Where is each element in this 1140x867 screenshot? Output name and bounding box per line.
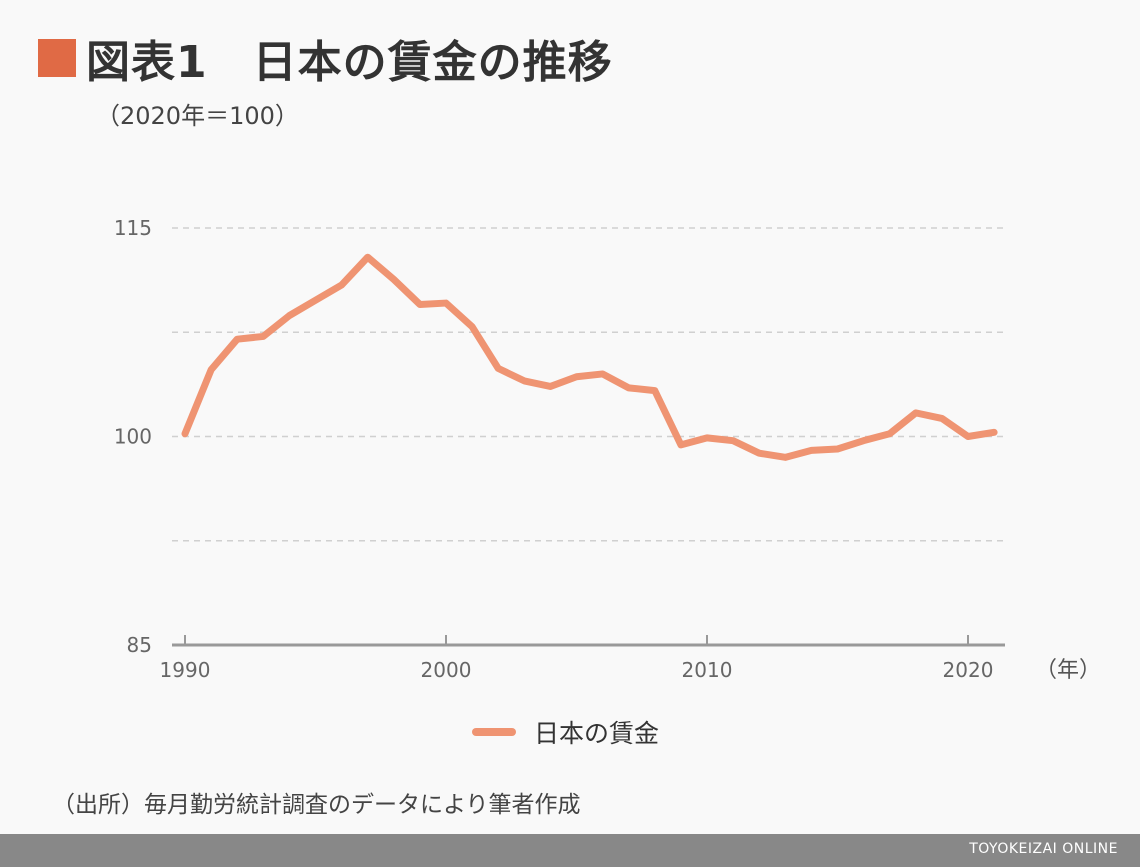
legend: 日本の賃金 [472, 714, 659, 750]
y-tick-label: 100 [114, 425, 152, 449]
footer-bar: TOYOKEIZAI ONLINE [0, 834, 1140, 867]
series-line-wages [181, 253, 998, 461]
x-tick-label: 2010 [682, 658, 733, 682]
legend-swatch [472, 728, 516, 736]
legend-label: 日本の賃金 [534, 719, 660, 748]
y-tick-label: 85 [127, 633, 152, 657]
source-note: （出所）毎月勤労統計調査のデータにより筆者作成 [52, 792, 581, 818]
x-axis-unit-label: （年） [1035, 658, 1101, 683]
y-axis-unit-label: （2020年＝100） [96, 102, 299, 130]
y-tick-label: 115 [114, 216, 152, 240]
x-tick-label: 2000 [421, 658, 472, 682]
page-title: 図表1 日本の賃金の推移 [86, 37, 613, 88]
x-tick-label: 2020 [943, 658, 994, 682]
title-marker-square [38, 39, 76, 77]
x-tick-label: 1990 [160, 658, 211, 682]
footer-brand: TOYOKEIZAI ONLINE [969, 841, 1118, 857]
chart-title: 図表1 日本の賃金の推移 [38, 28, 613, 88]
